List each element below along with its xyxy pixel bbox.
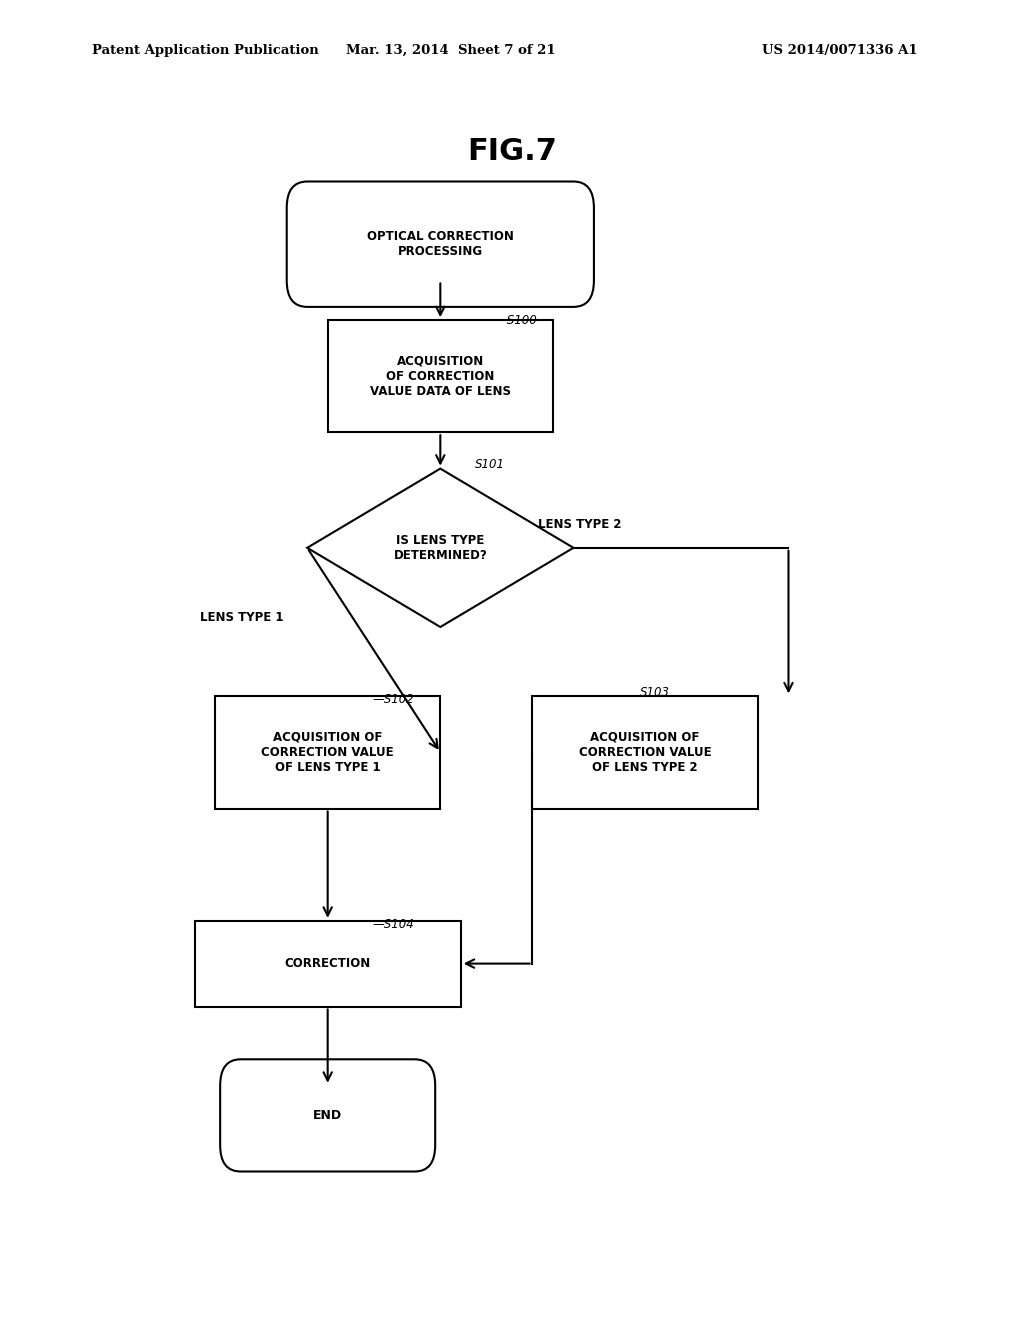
Text: —S100: —S100 (496, 314, 538, 327)
Text: END: END (313, 1109, 342, 1122)
FancyBboxPatch shape (195, 921, 461, 1006)
Text: S103: S103 (640, 686, 670, 700)
Text: S101: S101 (475, 458, 505, 471)
Text: Mar. 13, 2014  Sheet 7 of 21: Mar. 13, 2014 Sheet 7 of 21 (346, 44, 555, 57)
FancyBboxPatch shape (532, 697, 758, 808)
Text: US 2014/0071336 A1: US 2014/0071336 A1 (762, 44, 918, 57)
Text: ACQUISITION
OF CORRECTION
VALUE DATA OF LENS: ACQUISITION OF CORRECTION VALUE DATA OF … (370, 355, 511, 397)
Text: —S102: —S102 (373, 693, 415, 706)
FancyBboxPatch shape (215, 697, 440, 808)
Polygon shape (307, 469, 573, 627)
Text: LENS TYPE 2: LENS TYPE 2 (538, 517, 622, 531)
Text: CORRECTION: CORRECTION (285, 957, 371, 970)
Text: ACQUISITION OF
CORRECTION VALUE
OF LENS TYPE 2: ACQUISITION OF CORRECTION VALUE OF LENS … (579, 731, 712, 774)
FancyBboxPatch shape (220, 1059, 435, 1172)
FancyBboxPatch shape (287, 181, 594, 308)
Text: FIG.7: FIG.7 (467, 137, 557, 166)
FancyBboxPatch shape (328, 321, 553, 433)
Text: ACQUISITION OF
CORRECTION VALUE
OF LENS TYPE 1: ACQUISITION OF CORRECTION VALUE OF LENS … (261, 731, 394, 774)
Text: OPTICAL CORRECTION
PROCESSING: OPTICAL CORRECTION PROCESSING (367, 230, 514, 259)
Text: —S104: —S104 (373, 917, 415, 931)
Text: IS LENS TYPE
DETERMINED?: IS LENS TYPE DETERMINED? (393, 533, 487, 562)
Text: Patent Application Publication: Patent Application Publication (92, 44, 318, 57)
Text: LENS TYPE 1: LENS TYPE 1 (200, 611, 284, 624)
